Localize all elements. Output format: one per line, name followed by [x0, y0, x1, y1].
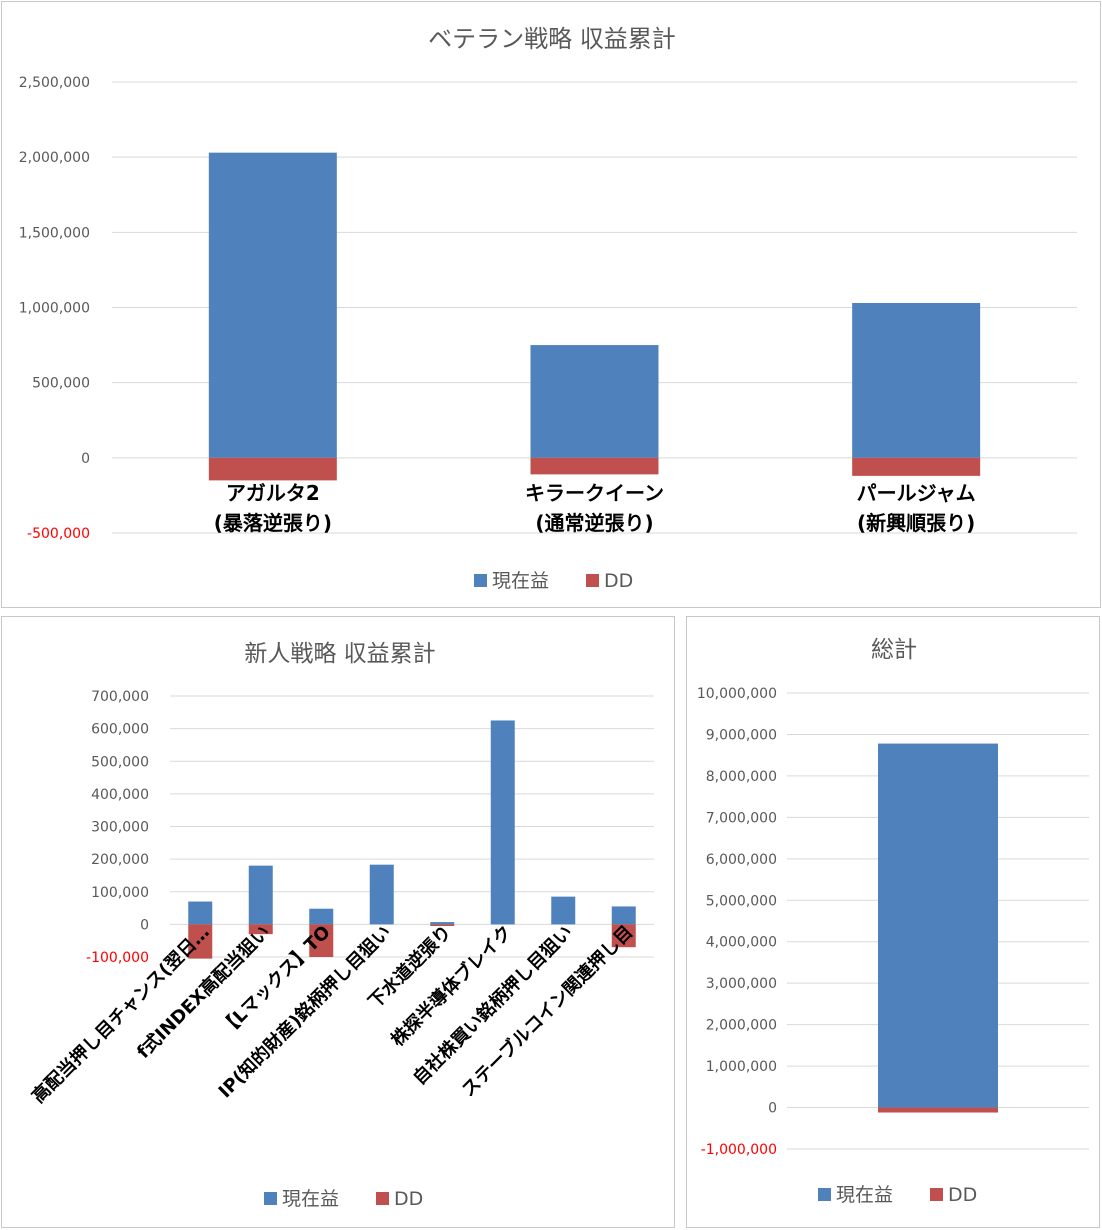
y-tick-label: -500,000 [27, 526, 90, 542]
bar-current-profit [208, 152, 337, 458]
y-tick-label: 10,000,000 [697, 686, 777, 702]
bar-drawdown [430, 924, 455, 927]
y-tick-label: 2,000,000 [19, 150, 90, 166]
chart-title: 新人戦略 収益累計 [244, 641, 435, 667]
y-tick-label: 1,000,000 [19, 301, 90, 317]
bar-drawdown [309, 924, 334, 957]
y-tick-label: 5,000,000 [706, 893, 777, 909]
bar-drawdown [530, 457, 659, 475]
bar-current-profit [551, 896, 576, 925]
y-tick-label: 7,000,000 [706, 810, 777, 826]
bar-current-profit [490, 720, 515, 925]
y-tick-label: 2,000,000 [706, 1018, 777, 1034]
category-sublabel: (暴落逆張り) [214, 511, 332, 535]
y-tick-label: 500,000 [91, 754, 149, 770]
y-tick-label: 1,000,000 [706, 1059, 777, 1075]
y-tick-label: 400,000 [91, 787, 149, 803]
bar-current-profit [430, 922, 455, 925]
bar-drawdown [878, 1107, 998, 1113]
y-tick-label: 6,000,000 [706, 852, 777, 868]
chart-title: ベテラン戦略 収益累計 [428, 25, 676, 53]
y-tick-label: 600,000 [91, 722, 149, 738]
y-tick-label: 1,500,000 [19, 225, 90, 241]
y-tick-label: 200,000 [91, 852, 149, 868]
category-sublabel: (新興順張り) [857, 511, 975, 535]
legend-label-current-profit: 現在益 [492, 570, 549, 592]
legend-swatch-drawdown [376, 1192, 389, 1205]
category-label: アガルタ2 [226, 481, 320, 505]
category-sublabel: (通常逆張り) [535, 511, 653, 535]
y-tick-label: 700,000 [91, 689, 149, 705]
y-tick-label: 3,000,000 [706, 976, 777, 992]
legend-label-drawdown: DD [604, 570, 633, 592]
bar-drawdown [208, 457, 337, 481]
newcomer-chart-panel: 新人戦略 収益累計 -100,000 0 100,000 200,000 300,000 4… [1, 616, 675, 1228]
bar-current-profit [188, 901, 213, 925]
y-tick-label: 8,000,000 [706, 769, 777, 785]
y-tick-label: 0 [81, 451, 90, 467]
total-chart: 総計 -1,000,000 0 1,000,000 2,000,000 3,000,000… [697, 637, 1089, 1206]
newcomer-chart: 新人戦略 収益累計 -100,000 0 100,000 200,000 300,000 4… [27, 641, 654, 1210]
y-tick-label: 300,000 [91, 820, 149, 836]
y-tick-label: -1,000,000 [701, 1142, 777, 1158]
veteran-chart: ベテラン戦略 収益累計 -500,000 0 500,000 1,000,000 1,50… [19, 25, 1077, 592]
legend-swatch-current-profit [474, 574, 487, 587]
category-label: パールジャム [857, 481, 976, 505]
bar-current-profit [369, 864, 394, 925]
y-tick-label: 500,000 [32, 376, 90, 392]
bar-current-profit [309, 908, 334, 925]
category-label: キラークイーン [525, 481, 664, 505]
bar-drawdown [188, 924, 213, 959]
total-chart-panel: 総計 -1,000,000 0 1,000,000 2,000,000 3,000,000… [686, 616, 1100, 1228]
bar-drawdown [611, 924, 636, 948]
legend-swatch-drawdown [930, 1188, 943, 1201]
y-tick-label: 0 [768, 1101, 777, 1117]
legend-swatch-current-profit [264, 1192, 277, 1205]
bar-current-profit [530, 345, 659, 458]
veteran-chart-panel: ベテラン戦略 収益累計 -500,000 0 500,000 1,000,000 1,50… [1, 1, 1101, 608]
bar-current-profit [878, 743, 998, 1108]
legend-label-current-profit: 現在益 [282, 1188, 339, 1210]
legend-label-current-profit: 現在益 [836, 1184, 893, 1206]
bar-current-profit [248, 865, 273, 925]
category-label: 【Lマックス】TO [216, 922, 334, 1040]
y-tick-label: 4,000,000 [706, 935, 777, 951]
legend-swatch-drawdown [586, 574, 599, 587]
legend-swatch-current-profit [818, 1188, 831, 1201]
bar-drawdown [852, 457, 981, 476]
bar-current-profit [852, 302, 981, 458]
bar-drawdown [248, 924, 273, 935]
bar-current-profit [611, 906, 636, 925]
y-tick-label: 9,000,000 [706, 727, 777, 743]
y-tick-label: 100,000 [91, 885, 149, 901]
y-tick-label: 2,500,000 [19, 75, 90, 91]
y-tick-label: -100,000 [86, 950, 149, 966]
legend-label-drawdown: DD [948, 1184, 977, 1206]
y-tick-label: 0 [140, 917, 149, 933]
chart-title: 総計 [871, 637, 917, 663]
legend-label-drawdown: DD [394, 1188, 423, 1210]
